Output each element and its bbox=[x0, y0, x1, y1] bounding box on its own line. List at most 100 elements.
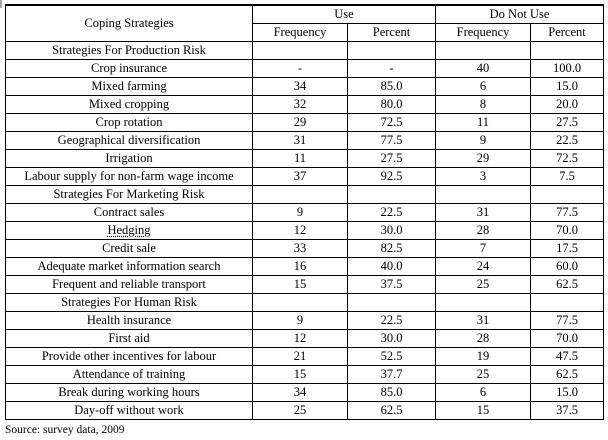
dnu-frequency-cell: 15 bbox=[435, 401, 532, 420]
use-frequency-cell: - bbox=[252, 59, 348, 78]
header-use-percent: Percent bbox=[346, 23, 437, 42]
strategy-cell: Contract sales bbox=[5, 203, 253, 222]
header-dnu-percent: Percent bbox=[530, 23, 605, 42]
use-frequency-cell: 31 bbox=[252, 131, 348, 150]
use-frequency-cell: 37 bbox=[252, 167, 348, 186]
use-percent-cell: 72.5 bbox=[346, 113, 437, 132]
header-use-frequency: Frequency bbox=[252, 23, 348, 42]
use-frequency-cell bbox=[252, 185, 348, 204]
table-row: Irrigation 11 27.5 29 72.5 bbox=[5, 149, 605, 168]
strategy-cell: Credit sale bbox=[5, 239, 253, 258]
table-row: First aid 12 30.0 28 70.0 bbox=[5, 329, 605, 348]
use-frequency-cell bbox=[252, 41, 348, 60]
use-frequency-cell bbox=[252, 293, 348, 312]
coping-strategies-table: Coping Strategies Use Do Not Use Frequen… bbox=[5, 4, 605, 420]
use-frequency-cell: 33 bbox=[252, 239, 348, 258]
use-percent-cell: 85.0 bbox=[346, 77, 437, 96]
use-frequency-cell: 15 bbox=[252, 275, 348, 294]
strategy-cell: Geographical diversification bbox=[5, 131, 253, 150]
strategy-cell: Labour supply for non-farm wage income bbox=[5, 167, 253, 186]
dnu-percent-cell: 22.5 bbox=[530, 131, 605, 150]
dnu-percent-cell: 37.5 bbox=[530, 401, 605, 420]
strategy-cell: Day-off without work bbox=[5, 401, 253, 420]
table-row: Attendance of training 15 37.7 25 62.5 bbox=[5, 365, 605, 384]
use-frequency-cell: 34 bbox=[252, 77, 348, 96]
table-row: Provide other incentives for labour 21 5… bbox=[5, 347, 605, 366]
use-frequency-cell: 11 bbox=[252, 149, 348, 168]
dnu-frequency-cell: 25 bbox=[435, 275, 532, 294]
use-percent-cell: 22.5 bbox=[346, 203, 437, 222]
use-frequency-cell: 12 bbox=[252, 221, 348, 240]
strategy-cell: Health insurance bbox=[5, 311, 253, 330]
use-percent-cell bbox=[346, 41, 437, 60]
dnu-percent-cell bbox=[530, 41, 605, 60]
table-row: Health insurance 9 22.5 31 77.5 bbox=[5, 311, 605, 330]
strategy-cell: Strategies For Marketing Risk bbox=[5, 185, 253, 204]
dnu-frequency-cell: 25 bbox=[435, 365, 532, 384]
table-row: Day-off without work 25 62.5 15 37.5 bbox=[5, 401, 605, 420]
use-frequency-cell: 21 bbox=[252, 347, 348, 366]
dnu-frequency-cell: 6 bbox=[435, 383, 532, 402]
dnu-percent-cell: 77.5 bbox=[530, 203, 605, 222]
table-row: Break during working hours 34 85.0 6 15.… bbox=[5, 383, 605, 402]
strategy-cell: Hedging bbox=[5, 221, 253, 240]
use-percent-cell: 37.7 bbox=[346, 365, 437, 384]
dnu-percent-cell: 15.0 bbox=[530, 383, 605, 402]
screen-edge-artifact bbox=[0, 0, 2, 8]
header-use-group: Use bbox=[251, 4, 437, 24]
strategy-cell: Irrigation bbox=[5, 149, 253, 168]
dnu-percent-cell: 62.5 bbox=[530, 275, 605, 294]
dnu-percent-cell: 77.5 bbox=[530, 311, 605, 330]
strategy-cell: Crop insurance bbox=[5, 59, 253, 78]
table-row: Crop rotation 29 72.5 11 27.5 bbox=[5, 113, 605, 132]
use-percent-cell: 77.5 bbox=[346, 131, 437, 150]
use-frequency-cell: 9 bbox=[252, 203, 348, 222]
use-percent-cell: 27.5 bbox=[346, 149, 437, 168]
use-percent-cell: 92.5 bbox=[346, 167, 437, 186]
dnu-frequency-cell: 3 bbox=[435, 167, 532, 186]
dnu-percent-cell: 60.0 bbox=[530, 257, 605, 276]
dnu-percent-cell: 27.5 bbox=[530, 113, 605, 132]
strategy-cell: Crop rotation bbox=[5, 113, 253, 132]
dnu-percent-cell: 70.0 bbox=[530, 329, 605, 348]
strategy-cell: Frequent and reliable transport bbox=[5, 275, 253, 294]
use-frequency-cell: 25 bbox=[252, 401, 348, 420]
use-percent-cell: 37.5 bbox=[346, 275, 437, 294]
strategy-cell: Attendance of training bbox=[5, 365, 253, 384]
dnu-frequency-cell: 40 bbox=[435, 59, 532, 78]
dnu-frequency-cell: 31 bbox=[435, 311, 532, 330]
strategy-cell: Strategies For Production Risk bbox=[5, 41, 253, 60]
strategy-cell: First aid bbox=[5, 329, 253, 348]
dnu-percent-cell: 70.0 bbox=[530, 221, 605, 240]
use-percent-cell: 30.0 bbox=[346, 329, 437, 348]
table-row: Contract sales 9 22.5 31 77.5 bbox=[5, 203, 605, 222]
header-dnu-frequency: Frequency bbox=[435, 23, 532, 42]
dnu-frequency-cell: 7 bbox=[435, 239, 532, 258]
use-percent-cell: 62.5 bbox=[346, 401, 437, 420]
header-coping-strategies: Coping Strategies bbox=[5, 4, 253, 42]
use-frequency-cell: 12 bbox=[252, 329, 348, 348]
use-frequency-cell: 34 bbox=[252, 383, 348, 402]
use-percent-cell bbox=[346, 185, 437, 204]
dnu-percent-cell bbox=[530, 293, 605, 312]
use-percent-cell: 22.5 bbox=[346, 311, 437, 330]
use-percent-cell: 82.5 bbox=[346, 239, 437, 258]
table-row: Hedging 12 30.0 28 70.0 bbox=[5, 221, 605, 240]
dnu-percent-cell: 7.5 bbox=[530, 167, 605, 186]
dnu-percent-cell: 100.0 bbox=[530, 59, 605, 78]
use-percent-cell: 52.5 bbox=[346, 347, 437, 366]
dnu-percent-cell: 47.5 bbox=[530, 347, 605, 366]
table-row: Adequate market information search 16 40… bbox=[5, 257, 605, 276]
dnu-frequency-cell: 24 bbox=[435, 257, 532, 276]
use-percent-cell bbox=[346, 293, 437, 312]
dnu-frequency-cell: 29 bbox=[435, 149, 532, 168]
use-percent-cell: 80.0 bbox=[346, 95, 437, 114]
use-percent-cell: 30.0 bbox=[346, 221, 437, 240]
section-row: Strategies For Production Risk bbox=[5, 41, 605, 60]
header-do-not-use-group: Do Not Use bbox=[435, 4, 605, 24]
source-note: Source: survey data, 2009 bbox=[5, 424, 125, 436]
table-row: Mixed farming 34 85.0 6 15.0 bbox=[5, 77, 605, 96]
table-row: Mixed cropping 32 80.0 8 20.0 bbox=[5, 95, 605, 114]
table-row: Frequent and reliable transport 15 37.5 … bbox=[5, 275, 605, 294]
dnu-percent-cell: 20.0 bbox=[530, 95, 605, 114]
